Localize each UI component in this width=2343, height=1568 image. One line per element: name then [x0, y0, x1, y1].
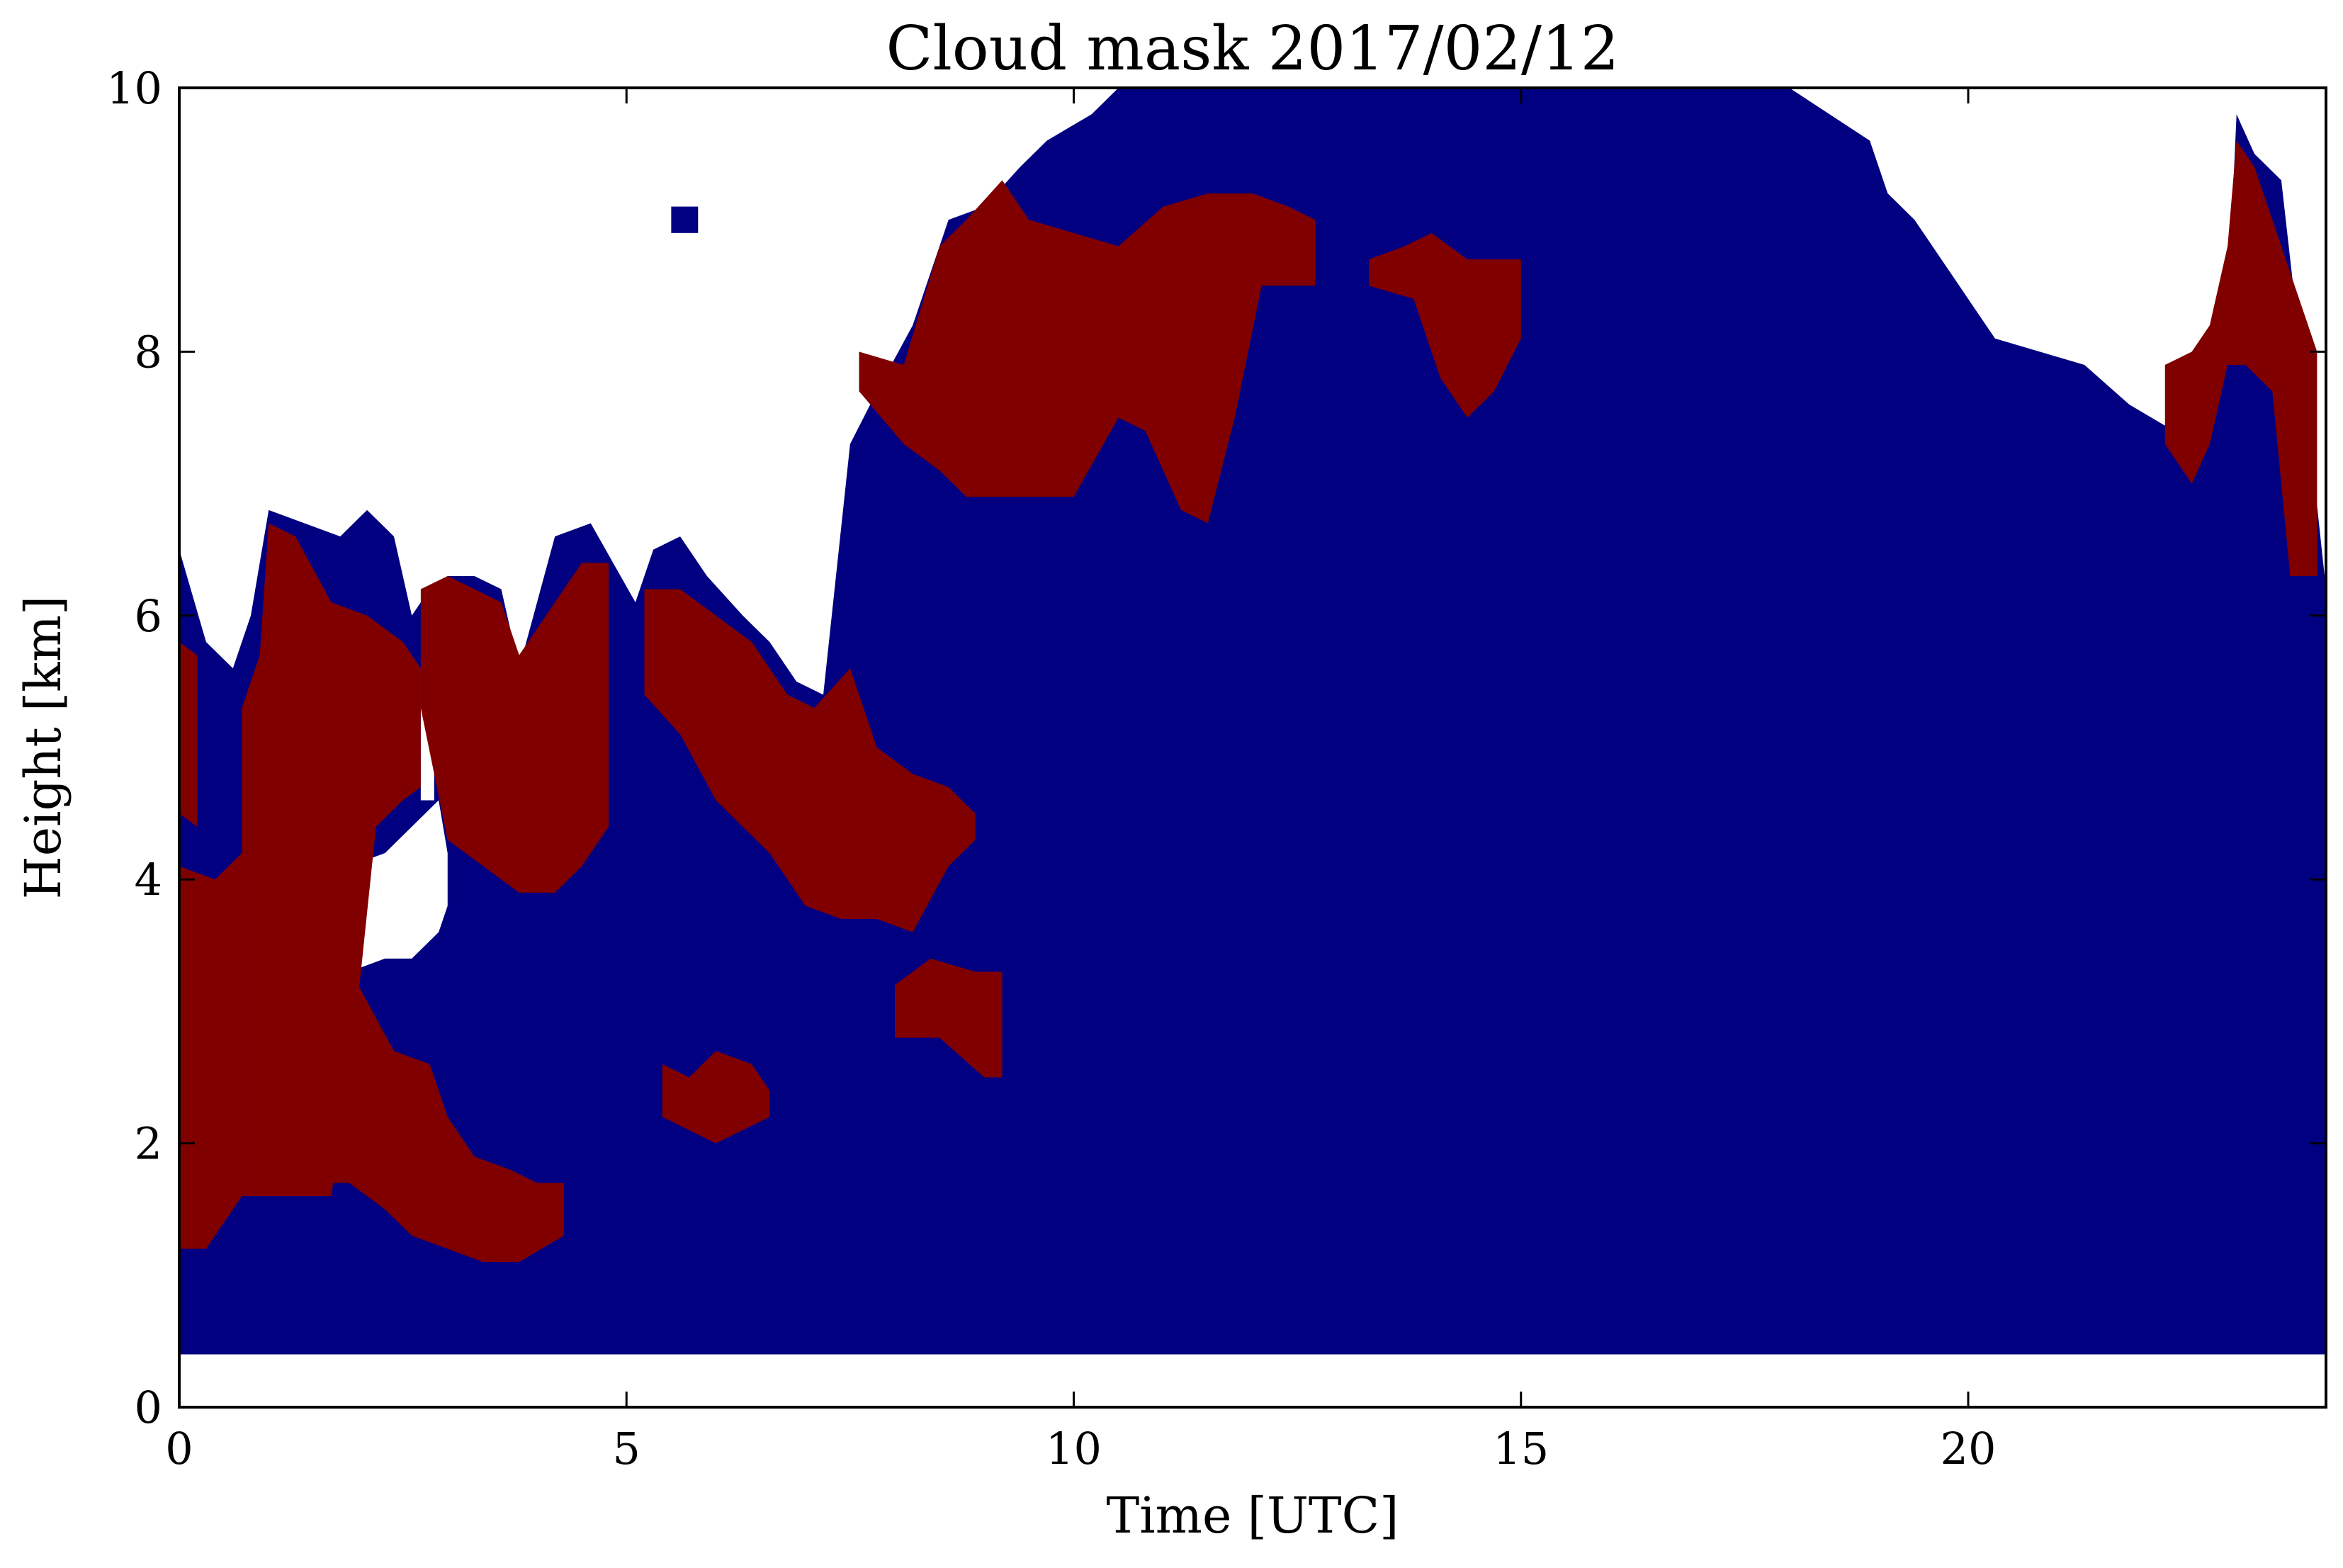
ice-region: [179, 852, 242, 1249]
axes-frame: [178, 86, 2327, 1409]
y-tick-label: 10: [106, 62, 162, 114]
ice-region: [420, 563, 609, 893]
x-tick-label: 5: [613, 1423, 640, 1474]
y-tick-label: 4: [135, 854, 162, 906]
ice-region: [242, 523, 421, 1197]
y-tick-label: 2: [135, 1118, 162, 1170]
ice-region: [662, 1051, 770, 1144]
chart-title: Cloud mask 2017/02/12: [886, 13, 1620, 84]
y-axis-label: Height [km]: [14, 596, 72, 900]
x-tick-label: 20: [1941, 1423, 1997, 1474]
cloud-patch: [671, 206, 699, 233]
cloud-region: [179, 88, 2326, 1355]
ticks: 0 5 10 15 20 0 2 4 6 8 10: [106, 62, 2326, 1474]
y-tick-label: 8: [135, 326, 162, 378]
ice-region: [1369, 232, 1521, 418]
clear-gap: [349, 800, 448, 972]
x-axis-label: Time [UTC]: [1107, 1487, 1399, 1545]
y-tick-label: 0: [135, 1382, 162, 1433]
plot-area: [179, 88, 2326, 1355]
ice-region: [313, 985, 564, 1263]
ice-region: [895, 958, 1003, 1078]
x-tick-label: 0: [165, 1423, 193, 1474]
ice-region: [2164, 140, 2317, 576]
ice-region: [859, 180, 1316, 524]
x-tick-label: 10: [1046, 1423, 1102, 1474]
ice-region: [179, 642, 198, 827]
x-tick-label: 15: [1493, 1423, 1549, 1474]
y-tick-label: 6: [135, 590, 162, 642]
ice-region: [644, 589, 976, 932]
